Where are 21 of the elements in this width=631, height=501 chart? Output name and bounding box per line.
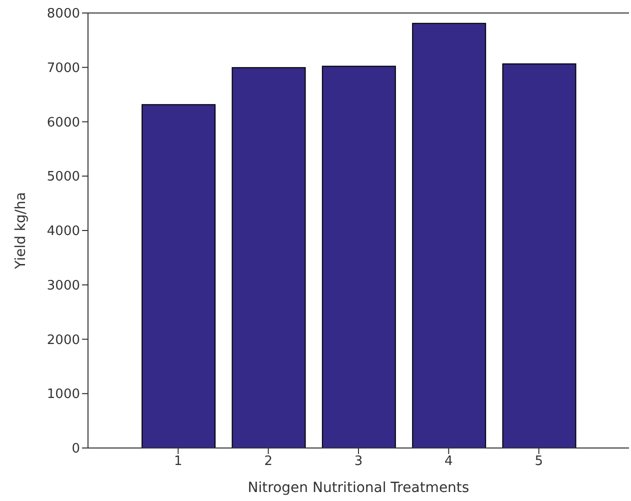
- x-tick-label: 4: [444, 454, 453, 470]
- x-tick-label: 5: [534, 454, 543, 470]
- bar: [502, 63, 576, 448]
- y-tick-label: 0: [72, 442, 80, 457]
- x-tick-label: 2: [264, 454, 272, 470]
- bar: [142, 104, 216, 448]
- x-tick-label: 3: [354, 454, 363, 470]
- x-axis-title: Nitrogen Nutritional Treatments: [248, 480, 470, 496]
- y-tick-label: 5000: [46, 170, 80, 185]
- y-axis-title: Yield kg/ha: [12, 192, 29, 270]
- y-tick-label: 1000: [46, 387, 80, 402]
- y-tick-label: 4000: [46, 224, 80, 240]
- bar: [412, 22, 486, 448]
- bar: [322, 66, 396, 448]
- y-tick-label: 3000: [46, 278, 80, 294]
- y-tick-label: 7000: [46, 60, 80, 76]
- bar: [232, 67, 306, 448]
- y-tick-label: 2000: [46, 332, 80, 348]
- y-tick-label: 6000: [46, 115, 80, 130]
- x-tick-label: 1: [174, 454, 182, 470]
- y-tick-label: 8000: [46, 6, 80, 22]
